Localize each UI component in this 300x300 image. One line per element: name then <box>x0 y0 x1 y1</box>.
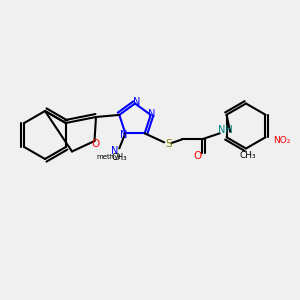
Text: NH: NH <box>218 125 233 135</box>
Text: O: O <box>193 152 201 161</box>
Text: S: S <box>165 139 172 149</box>
Text: N: N <box>133 97 140 107</box>
Text: O: O <box>92 139 100 149</box>
Text: NO₂: NO₂ <box>273 136 291 145</box>
Text: methyl: methyl <box>97 154 121 160</box>
Text: N: N <box>111 146 118 156</box>
Text: CH₃: CH₃ <box>112 153 127 162</box>
Text: N: N <box>120 130 128 140</box>
Text: CH₃: CH₃ <box>239 152 256 160</box>
Text: N: N <box>148 109 156 118</box>
